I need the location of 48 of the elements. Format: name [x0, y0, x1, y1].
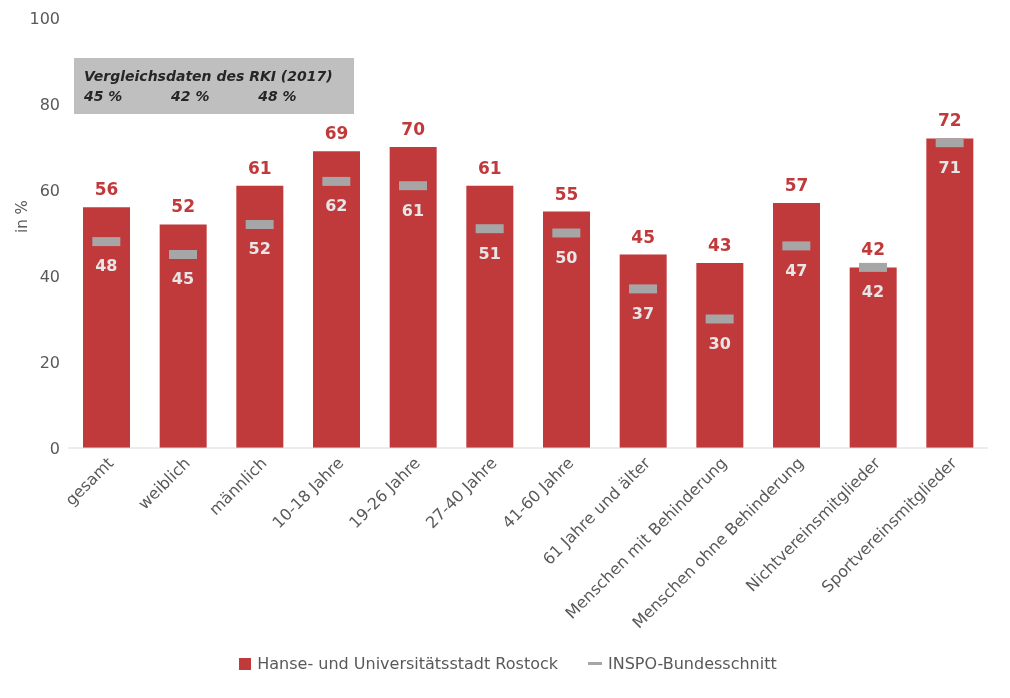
data-label: 52 [171, 196, 195, 217]
data-label: 48 [95, 256, 118, 276]
data-label: 37 [631, 303, 655, 323]
y-tick-label: 60 [39, 180, 60, 200]
bar [849, 267, 897, 448]
annotation: Vergleichsdaten des RKI (2017) [84, 67, 334, 86]
y-tick-label: 20 [39, 352, 60, 372]
data-label: 70 [401, 119, 426, 139]
bar [466, 185, 514, 448]
bar [83, 207, 130, 448]
data-label: 72 [938, 110, 962, 131]
y-tick-label: 40 [39, 266, 60, 286]
note-box: Vergleichsdaten des RKI (2017) 45 % 42 % 48 % [74, 58, 354, 114]
data-label: 43 [708, 235, 732, 256]
data-label: 62 [325, 196, 348, 216]
bar [926, 138, 974, 448]
bar [543, 211, 590, 448]
data-label: 50 [555, 247, 578, 267]
data-label: 61 [401, 200, 425, 220]
data-label: 52 [248, 239, 271, 259]
data-label: 69 [324, 123, 349, 144]
data-label: 42 [861, 282, 885, 302]
legend-label: INSPO-Bundesschnitt [607, 654, 777, 673]
y-tick-label: 80 [39, 94, 60, 114]
bar [619, 254, 667, 448]
data-label: 71 [938, 157, 961, 177]
data-label: 45 [631, 226, 655, 247]
y-axis-title: in % [13, 200, 32, 233]
bar [773, 202, 820, 448]
bar [236, 185, 284, 448]
y-tick-label: 0 [49, 438, 60, 458]
data-label: 56 [94, 179, 119, 200]
data-label: 51 [478, 243, 501, 263]
bar [696, 263, 744, 448]
y-tick-label: 100 [29, 8, 60, 28]
bar [159, 224, 207, 448]
data-label: 45 [171, 269, 195, 289]
data-label: 57 [784, 174, 809, 195]
data-label: 42 [861, 239, 885, 260]
data-label: 61 [248, 157, 272, 178]
bar [389, 147, 437, 448]
bar [313, 151, 360, 448]
data-label: 61 [478, 157, 502, 178]
data-label: 55 [554, 183, 579, 204]
data-label: 30 [708, 333, 731, 353]
legend-label: Hanse- und Universitätsstadt Rostock [256, 654, 559, 673]
data-label: 47 [785, 260, 808, 280]
annotation: 45 % 42 % 48 % [84, 87, 298, 106]
